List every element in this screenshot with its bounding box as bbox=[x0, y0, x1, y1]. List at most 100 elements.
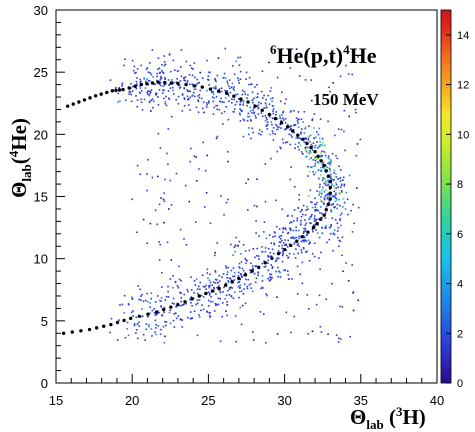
density-point bbox=[297, 118, 299, 121]
density-point bbox=[270, 157, 272, 160]
density-point bbox=[279, 100, 282, 103]
density-point bbox=[186, 89, 188, 91]
density-point bbox=[297, 126, 300, 128]
density-point bbox=[162, 198, 165, 201]
density-point bbox=[164, 320, 166, 323]
density-point bbox=[244, 257, 247, 260]
density-point bbox=[318, 127, 321, 130]
density-point bbox=[160, 296, 163, 299]
density-point bbox=[132, 85, 134, 88]
density-point bbox=[130, 100, 133, 103]
density-point bbox=[327, 193, 330, 196]
density-point bbox=[118, 319, 121, 321]
density-point bbox=[287, 257, 289, 259]
density-point bbox=[167, 97, 170, 100]
density-point bbox=[335, 197, 338, 200]
density-point bbox=[169, 309, 172, 312]
density-point bbox=[261, 280, 264, 282]
density-point bbox=[312, 159, 315, 161]
density-point bbox=[307, 239, 310, 242]
density-point bbox=[315, 218, 318, 221]
density-point bbox=[262, 231, 265, 233]
curve-point bbox=[102, 324, 106, 328]
density-point bbox=[248, 284, 250, 286]
density-point bbox=[235, 60, 238, 63]
density-point bbox=[268, 61, 270, 64]
density-point bbox=[332, 52, 334, 55]
curve-point bbox=[313, 150, 317, 154]
density-point bbox=[202, 101, 205, 104]
density-point bbox=[340, 169, 342, 171]
curve-point bbox=[305, 141, 309, 146]
density-point bbox=[302, 121, 305, 123]
density-point bbox=[298, 237, 300, 240]
density-point bbox=[237, 285, 240, 288]
density-point bbox=[150, 89, 153, 91]
density-point bbox=[264, 246, 267, 249]
density-point bbox=[339, 75, 342, 78]
density-point bbox=[314, 144, 317, 147]
density-point bbox=[201, 274, 204, 277]
density-point bbox=[225, 105, 228, 108]
density-point bbox=[253, 272, 256, 275]
colorbar-tick-label: 2 bbox=[457, 328, 463, 340]
density-point bbox=[168, 311, 171, 314]
curve-point bbox=[301, 137, 305, 142]
density-point bbox=[133, 324, 136, 327]
density-point bbox=[313, 217, 316, 220]
density-point bbox=[271, 97, 274, 99]
density-point bbox=[167, 163, 169, 166]
density-point bbox=[176, 284, 179, 287]
density-point bbox=[278, 241, 281, 243]
density-point bbox=[357, 56, 359, 58]
density-point bbox=[311, 206, 314, 209]
density-point bbox=[155, 313, 158, 316]
density-point bbox=[235, 93, 237, 96]
density-point bbox=[115, 86, 117, 89]
density-point bbox=[333, 134, 336, 137]
density-point bbox=[176, 70, 179, 72]
density-point bbox=[272, 110, 274, 112]
density-point bbox=[324, 212, 327, 214]
density-point bbox=[267, 262, 269, 264]
density-point bbox=[207, 75, 210, 77]
density-point bbox=[348, 115, 350, 118]
density-point bbox=[131, 298, 134, 300]
density-point bbox=[215, 304, 217, 307]
density-point bbox=[321, 163, 323, 165]
density-point bbox=[298, 148, 300, 151]
density-point bbox=[168, 84, 170, 87]
density-point bbox=[296, 217, 299, 220]
density-point bbox=[183, 97, 185, 99]
density-point bbox=[285, 244, 288, 246]
density-point bbox=[209, 71, 211, 74]
density-point bbox=[208, 299, 210, 302]
density-point bbox=[150, 110, 152, 112]
density-point bbox=[198, 314, 200, 316]
density-point bbox=[293, 109, 295, 112]
density-point bbox=[242, 135, 245, 138]
density-point bbox=[247, 112, 250, 115]
curve-point bbox=[117, 88, 122, 92]
density-point bbox=[178, 278, 181, 281]
density-point bbox=[208, 312, 211, 314]
density-point bbox=[146, 173, 148, 175]
density-point bbox=[333, 178, 335, 181]
density-point bbox=[218, 285, 220, 287]
density-point bbox=[264, 250, 267, 253]
density-point bbox=[327, 195, 330, 197]
density-point bbox=[140, 299, 142, 301]
density-point bbox=[343, 130, 345, 133]
density-point bbox=[341, 236, 344, 239]
density-point bbox=[198, 299, 201, 301]
curve-point bbox=[295, 239, 299, 243]
density-point bbox=[306, 155, 308, 158]
density-point bbox=[214, 302, 217, 305]
density-point bbox=[225, 90, 227, 92]
density-point bbox=[246, 285, 248, 288]
density-point bbox=[339, 191, 341, 194]
density-point bbox=[296, 219, 299, 222]
density-point bbox=[346, 198, 349, 201]
density-point bbox=[320, 169, 323, 172]
density-point bbox=[121, 83, 124, 85]
